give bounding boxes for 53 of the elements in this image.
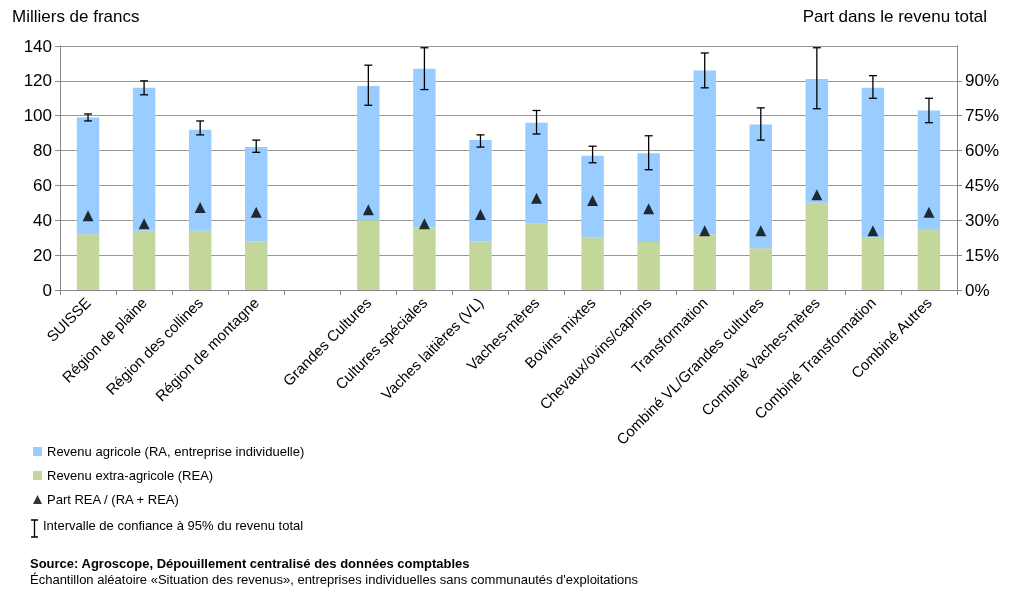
y-tick-label: 140 (23, 36, 52, 56)
bar (413, 227, 436, 290)
y-tick-label: 60 (33, 175, 52, 195)
bar (749, 248, 772, 290)
bar (413, 68, 436, 228)
bar (637, 242, 660, 290)
y-axis-title: Milliers de francs (12, 7, 140, 26)
bar (525, 122, 548, 224)
y2-axis-title: Part dans le revenu total (802, 7, 987, 26)
y2-tick-label: 0% (965, 280, 990, 300)
source-note: Source: Agroscope, Dépouillement centralisé des données comptables (30, 556, 470, 571)
bar (805, 202, 829, 290)
y-tick-label: 20 (33, 245, 52, 265)
y2-tick-label: 60% (965, 141, 1000, 161)
legend-label: Part REA / (RA + REA) (47, 492, 179, 507)
bar (188, 230, 212, 290)
bar (188, 129, 212, 231)
bar (637, 153, 660, 243)
bar (76, 234, 100, 290)
text: Échantillon aléatoire «Situation des revenus», entreprises individuelles sans communautés d'exploitations (30, 572, 639, 587)
bar (132, 87, 156, 231)
bar (469, 241, 492, 290)
bar (525, 223, 548, 290)
bar (245, 147, 268, 242)
bar (693, 70, 716, 235)
y2-tick-label: 15% (965, 245, 1000, 265)
y-tick-label: 40 (33, 210, 52, 230)
y-tick-label: 120 (23, 71, 52, 91)
bar (917, 110, 941, 229)
legend-label: Revenu extra-agricole (REA) (47, 468, 214, 483)
bar (245, 241, 268, 290)
y2-tick-label: 30% (965, 210, 1000, 230)
bar (581, 155, 604, 238)
bar (749, 124, 772, 249)
legend-label: Revenu agricole (RA, entreprise individuelle) (47, 444, 305, 459)
y2-tick-label: 75% (965, 106, 1000, 126)
bar (469, 140, 492, 242)
bar (581, 237, 604, 290)
bar (861, 237, 885, 290)
bar (132, 230, 156, 290)
y2-tick-label: 45% (965, 175, 1000, 195)
bar (805, 79, 829, 203)
bar (76, 117, 100, 235)
y-tick-label: 0 (42, 280, 52, 300)
y2-tick-label: 90% (965, 71, 1000, 91)
bar (693, 234, 716, 290)
text: Intervalle de confiance à 95% du revenu total (43, 518, 304, 533)
bar (917, 229, 941, 290)
y-tick-label: 100 (23, 106, 52, 126)
y-tick-label: 80 (33, 141, 52, 161)
bar (357, 86, 380, 221)
bar (861, 87, 885, 238)
bar (357, 220, 380, 290)
